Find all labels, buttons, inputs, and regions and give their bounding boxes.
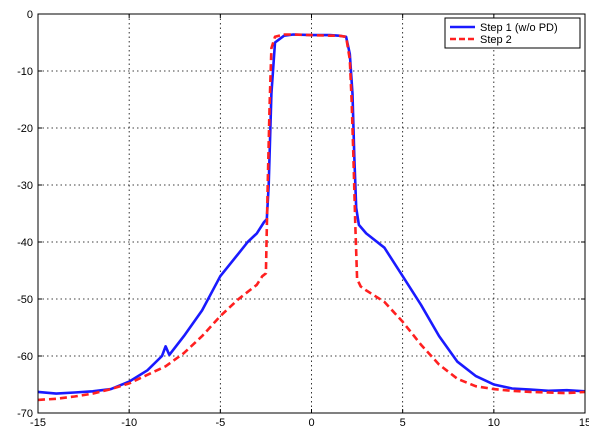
legend-box	[444, 17, 581, 49]
series-line-2	[37, 33, 586, 402]
legend: Step 1 (w/o PD) Step 2	[444, 17, 581, 49]
legend-label-step-1: Step 1 (w/o PD)	[480, 22, 558, 34]
y-tick-label: -60	[17, 351, 33, 363]
tick-marks	[37, 13, 586, 414]
x-tick-label: -15	[30, 417, 46, 429]
y-tick-labels: 0 -10 -20 -30 -40 -50 -60 -70	[17, 9, 33, 420]
x-tick-label: 15	[579, 417, 589, 429]
y-tick-label: -70	[17, 408, 33, 420]
y-tick-label: -10	[17, 66, 33, 78]
y-tick-label: -40	[17, 237, 33, 249]
grid-lines	[38, 14, 585, 413]
y-tick-label: -20	[17, 123, 33, 135]
series-line-1	[37, 33, 586, 395]
x-tick-label: 10	[488, 417, 500, 429]
y-tick-label: -50	[17, 294, 33, 306]
x-tick-label: 0	[308, 417, 314, 429]
x-tick-label: -5	[215, 417, 225, 429]
x-tick-labels: -15 -10 -5 0 5 10 15	[30, 417, 589, 429]
x-tick-label: 5	[400, 417, 406, 429]
series-group	[37, 33, 586, 402]
y-tick-label: 0	[27, 9, 33, 21]
x-tick-label: -10	[121, 417, 137, 429]
legend-label-step-2: Step 2	[480, 34, 512, 46]
y-tick-label: -30	[17, 180, 33, 192]
